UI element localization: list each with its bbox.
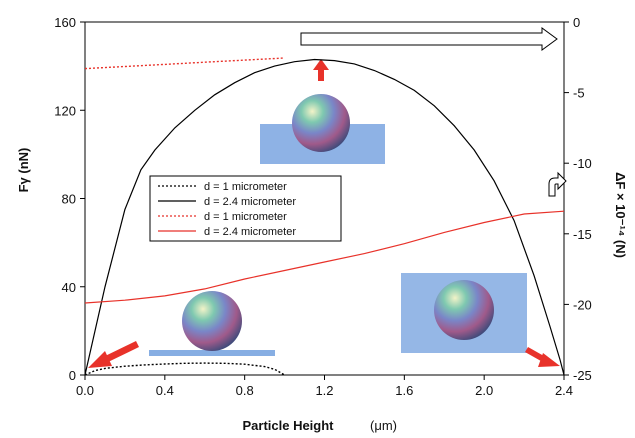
y-right-tick-label: -20 xyxy=(573,297,592,312)
x-tick-label: 1.6 xyxy=(395,383,413,398)
legend-label: d = 2.4 micrometer xyxy=(204,226,296,238)
red-up-arrow-icon xyxy=(313,59,329,81)
red-down-right-arrow-icon xyxy=(525,347,560,367)
legend-label: d = 2.4 micrometer xyxy=(204,196,296,208)
illustration-bottom-right xyxy=(401,273,527,353)
right-arrow-icon xyxy=(300,27,558,51)
series-line-3 xyxy=(84,57,285,70)
x-axis-label: Particle Height xyxy=(242,418,334,433)
legend-label: d = 1 micrometer xyxy=(204,181,287,193)
y-left-axis-title: Fγ (nN) xyxy=(16,148,31,193)
turn-right-arrow-icon xyxy=(548,171,567,197)
y-left-tick-label: 80 xyxy=(62,192,76,207)
illustration-top xyxy=(260,94,385,164)
y-right-tick-label: 0 xyxy=(573,15,580,30)
y-left-tick-label: 160 xyxy=(54,15,76,30)
series-line-4 xyxy=(84,210,565,304)
x-tick-label: 1.2 xyxy=(315,383,333,398)
illustration-bottom-left xyxy=(149,291,275,356)
y-right-axis-title: ΔF × 10⁻¹⁴ (N) xyxy=(613,172,628,258)
x-tick-label: 0.0 xyxy=(76,383,94,398)
y-left-tick-label: 40 xyxy=(62,280,76,295)
x-tick-label: 2.4 xyxy=(555,383,573,398)
y-right-tick-label: -15 xyxy=(573,227,592,242)
legend-box xyxy=(149,175,342,242)
legend-label: d = 1 micrometer xyxy=(204,211,287,223)
y-right-axis-label: ΔF × 10⁻¹⁴ (N) xyxy=(613,172,628,258)
y-left-tick-label: 0 xyxy=(69,368,76,383)
x-axis-unit: (μm) xyxy=(370,418,397,433)
series-line-1 xyxy=(84,362,285,376)
x-tick-label: 2.0 xyxy=(475,383,493,398)
tick-layer: 0.0 0.4 0.8 1.2 1.6 2.0 2.4 0 40 80 120 160 0 -5 -10 -1… xyxy=(54,15,592,398)
y-right-tick-label: -5 xyxy=(573,86,585,101)
y-left-axis-label: Fγ (nN) xyxy=(16,148,31,193)
y-right-tick-label: -10 xyxy=(573,156,592,171)
x-tick-label: 0.8 xyxy=(236,383,254,398)
legend: d = 1 micrometer d = 2.4 micrometer d = 1 … xyxy=(149,175,342,242)
series-layer xyxy=(84,57,565,376)
x-tick-label: 0.4 xyxy=(156,383,174,398)
series-line-2 xyxy=(84,58,565,376)
y-right-tick-label: -25 xyxy=(573,368,592,383)
y-left-tick-label: 120 xyxy=(54,103,76,118)
red-down-left-arrow-icon xyxy=(88,341,139,368)
